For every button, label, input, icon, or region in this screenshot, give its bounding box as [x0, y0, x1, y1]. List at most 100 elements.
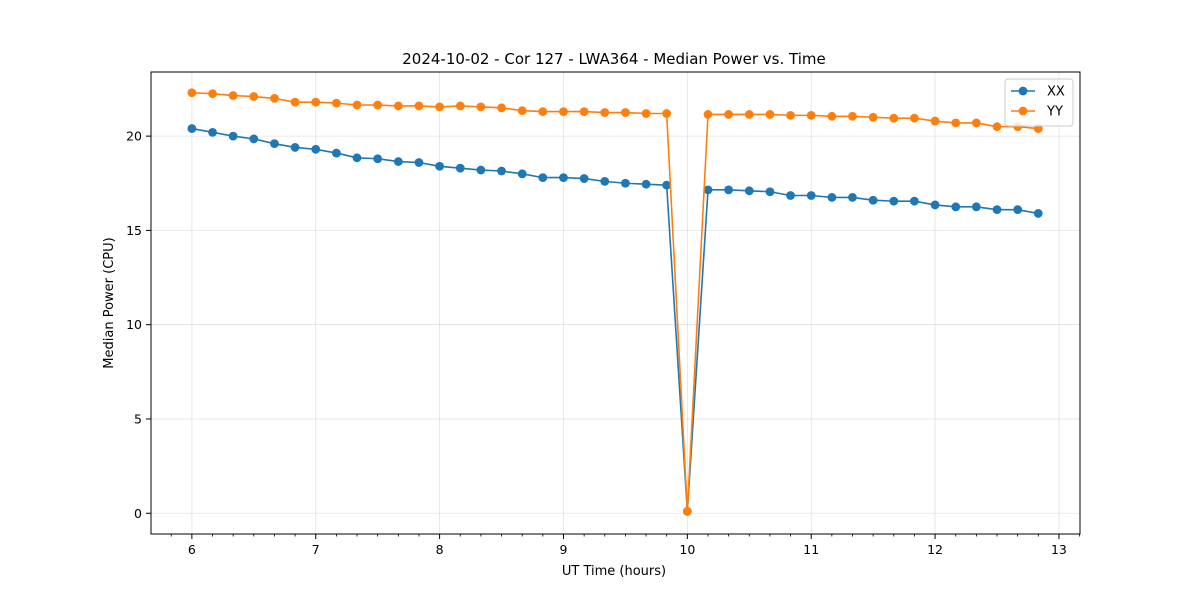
- data-point-xx: [1033, 209, 1043, 218]
- data-point-xx: [600, 176, 610, 186]
- x-tick-label: 9: [559, 542, 567, 557]
- data-point-yy: [208, 89, 217, 99]
- data-point-xx: [435, 161, 445, 171]
- series-yy: [187, 88, 1043, 516]
- x-axis-label: UT Time (hours): [562, 564, 666, 579]
- data-point-yy: [724, 110, 733, 119]
- data-point-yy: [600, 108, 610, 117]
- data-point-xx: [538, 173, 548, 183]
- data-point-xx: [311, 144, 321, 154]
- y-tick-label: 15: [126, 223, 142, 238]
- data-point-xx: [187, 124, 197, 133]
- data-point-xx: [249, 134, 259, 144]
- series-layer: [187, 88, 1043, 516]
- data-point-xx: [1013, 205, 1023, 215]
- legend-marker-xx: [1018, 86, 1028, 96]
- data-point-xx: [992, 205, 1002, 215]
- data-point-xx: [228, 131, 238, 141]
- data-point-xx: [270, 139, 279, 149]
- data-point-yy: [249, 92, 259, 101]
- data-point-yy: [414, 101, 424, 111]
- data-point-xx: [827, 193, 837, 202]
- data-point-xx: [765, 187, 775, 197]
- data-point-xx: [724, 185, 733, 195]
- data-point-xx: [414, 158, 424, 167]
- legend-label-xx: XX: [1047, 85, 1065, 100]
- data-point-xx: [373, 154, 383, 164]
- chart-title: 2024-10-02 - Cor 127 - LWA364 - Median P…: [402, 50, 826, 68]
- data-point-xx: [951, 202, 961, 212]
- data-point-yy: [641, 109, 651, 118]
- data-point-yy: [621, 108, 630, 117]
- data-point-yy: [930, 116, 940, 126]
- data-point-xx: [352, 153, 362, 163]
- data-point-xx: [579, 174, 589, 183]
- y-axis-label: Median Power (CPU): [102, 237, 117, 368]
- data-point-xx: [208, 127, 217, 137]
- series-xx: [187, 124, 1043, 516]
- data-point-xx: [868, 195, 878, 205]
- data-point-yy: [497, 103, 506, 113]
- data-point-xx: [662, 180, 672, 190]
- data-point-yy: [662, 109, 672, 118]
- legend-label-yy: YY: [1046, 105, 1063, 120]
- data-point-yy: [744, 110, 754, 119]
- data-point-yy: [311, 97, 321, 107]
- y-tick-label: 10: [126, 317, 142, 332]
- data-point-xx: [497, 166, 506, 176]
- data-point-yy: [909, 113, 919, 123]
- data-point-yy: [868, 112, 878, 122]
- x-tick-label: 10: [679, 542, 695, 557]
- data-point-xx: [703, 185, 713, 195]
- y-tick-label: 0: [134, 506, 142, 521]
- data-point-xx: [290, 143, 300, 152]
- data-point-xx: [744, 186, 754, 196]
- data-point-yy: [806, 110, 816, 120]
- data-point-yy: [848, 111, 857, 121]
- data-point-yy: [455, 101, 465, 111]
- x-tick-label: 12: [927, 542, 943, 557]
- data-point-yy: [393, 101, 403, 111]
- data-point-xx: [332, 148, 341, 158]
- data-point-xx: [517, 169, 527, 179]
- data-point-yy: [290, 97, 300, 107]
- data-point-yy: [889, 113, 899, 123]
- data-point-yy: [971, 118, 981, 128]
- data-point-yy: [435, 102, 445, 112]
- data-point-yy: [187, 88, 197, 98]
- data-point-yy: [228, 91, 238, 100]
- data-point-yy: [373, 100, 383, 110]
- y-tick-label: 5: [134, 411, 142, 426]
- grid-layer: [151, 72, 1080, 534]
- data-point-yy: [786, 110, 795, 120]
- data-point-xx: [889, 196, 899, 206]
- data-point-xx: [806, 191, 816, 200]
- data-point-yy: [517, 106, 527, 116]
- data-point-yy: [765, 110, 775, 119]
- ticks-layer: 6 7 8 9 10 11 12 13 0 5 10 15 20: [126, 129, 1080, 557]
- data-point-xx: [971, 202, 981, 212]
- data-point-yy: [827, 111, 837, 121]
- data-point-xx: [559, 173, 568, 183]
- data-point-xx: [641, 179, 651, 189]
- data-point-yy: [559, 107, 568, 116]
- data-point-xx: [393, 157, 403, 166]
- x-tick-label: 13: [1051, 542, 1067, 557]
- data-point-xx: [930, 200, 940, 210]
- data-point-xx: [455, 163, 465, 173]
- data-point-yy: [579, 107, 589, 116]
- data-point-yy: [352, 100, 362, 110]
- y-tick-label: 20: [126, 129, 142, 144]
- data-point-xx: [621, 178, 630, 188]
- x-tick-label: 7: [312, 542, 320, 557]
- data-point-yy: [703, 110, 713, 119]
- data-point-xx: [909, 196, 919, 206]
- data-point-yy: [332, 98, 341, 108]
- data-point-xx: [786, 191, 795, 200]
- data-point-yy: [682, 506, 692, 516]
- x-tick-label: 11: [803, 542, 819, 557]
- x-tick-label: 6: [188, 542, 196, 557]
- data-point-yy: [992, 122, 1002, 132]
- data-point-yy: [270, 94, 279, 103]
